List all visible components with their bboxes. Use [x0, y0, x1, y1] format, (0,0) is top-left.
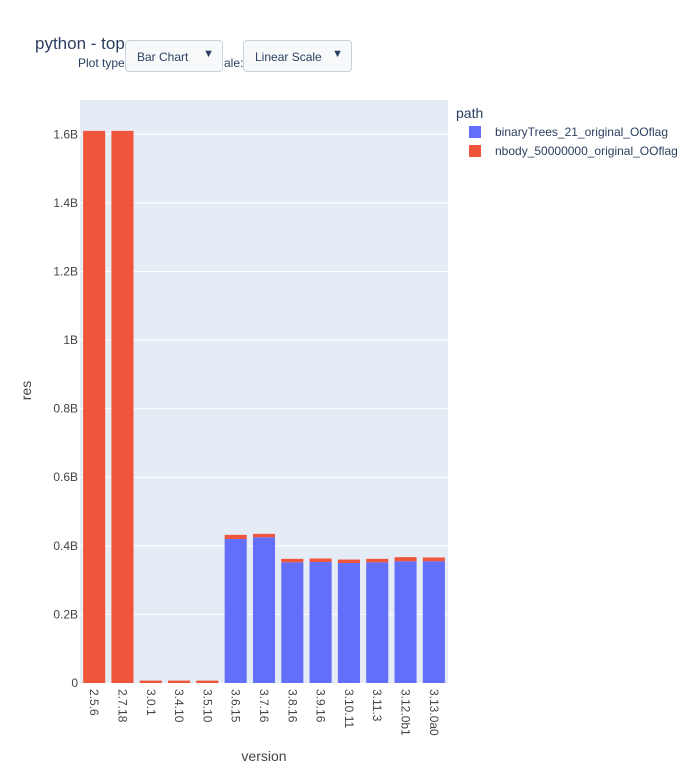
legend: path binaryTrees_21_original_OOflagnbody… — [456, 105, 678, 158]
caret-down-icon: ▼ — [203, 48, 214, 60]
legend-item-label: binaryTrees_21_original_OOflag — [495, 125, 668, 139]
x-tick-label: 2.7.18 — [115, 689, 129, 723]
y-tick-label: 1.6B — [53, 127, 78, 141]
bar-segment — [366, 562, 389, 683]
x-tick-label: 3.11.3 — [370, 689, 384, 722]
y-tick-label: 0 — [71, 676, 78, 690]
scale-label: ale: — [224, 56, 244, 70]
bar-segment — [281, 562, 304, 683]
y-tick-label: 0.2B — [53, 607, 78, 621]
x-tick-label: 3.8.16 — [285, 689, 299, 723]
y-axis-ticks: 0 0.2B 0.4B 0.6B 0.8B 1B 1.2B 1.4B 1.6B — [53, 127, 78, 690]
scale-value: Linear Scale — [255, 50, 322, 64]
bar-segment — [337, 562, 360, 683]
x-tick-label: 3.5.10 — [200, 689, 214, 723]
caret-down-icon: ▼ — [332, 48, 343, 60]
plot-type-label: Plot type — [78, 56, 125, 70]
x-tick-label: 3.13.0a0 — [427, 689, 441, 736]
bar-segment — [337, 559, 360, 563]
x-tick-label: 3.7.16 — [257, 689, 271, 723]
bar-segment — [422, 561, 445, 683]
y-tick-label: 0.4B — [53, 539, 78, 553]
plot-type-dropdown[interactable]: Bar Chart ▼ — [125, 40, 223, 72]
legend-title: path — [456, 105, 483, 121]
bar-segment — [168, 680, 191, 683]
legend-item-label: nbody_50000000_original_OOflag — [495, 144, 678, 158]
bar-segment — [422, 557, 445, 562]
bar-segment — [252, 537, 276, 683]
bar-segment — [309, 561, 332, 683]
bar-segment — [111, 130, 134, 684]
x-tick-label: 3.0.1 — [144, 689, 158, 716]
bar-segment — [252, 533, 276, 538]
x-tick-label: 3.6.15 — [229, 689, 243, 723]
y-tick-label: 0.6B — [53, 470, 78, 484]
bar-segment — [394, 561, 417, 683]
bars — [83, 130, 445, 684]
bar-segment — [139, 680, 162, 683]
bar-segment — [224, 534, 247, 539]
chart-title: python - top — [35, 34, 125, 53]
x-tick-label: 3.4.10 — [172, 689, 186, 723]
bar-segment — [309, 558, 332, 562]
y-axis-title: res — [18, 381, 34, 400]
x-tick-label: 3.10.11 — [342, 689, 356, 728]
legend-swatch — [469, 126, 481, 138]
x-tick-label: 3.9.16 — [314, 689, 328, 723]
x-axis-title: version — [241, 748, 286, 764]
bar-segment — [83, 130, 106, 684]
legend-swatch — [469, 145, 481, 157]
y-tick-label: 1.2B — [53, 264, 78, 278]
x-tick-label: 3.12.0b1 — [399, 689, 413, 736]
bar-segment — [196, 680, 219, 683]
bar-segment — [281, 558, 304, 563]
y-tick-label: 0.8B — [53, 402, 78, 416]
bar-segment — [394, 557, 417, 562]
plot-type-value: Bar Chart — [137, 50, 189, 64]
x-axis-ticks: 2.5.6 2.7.18 3.0.1 3.4.10 3.5.10 3.6.15 3.7.16… — [87, 689, 441, 736]
x-tick-label: 2.5.6 — [87, 689, 101, 716]
scale-dropdown[interactable]: Linear Scale ▼ — [243, 40, 352, 72]
bar-segment — [224, 538, 247, 683]
bar-segment — [366, 558, 389, 563]
y-tick-label: 1.4B — [53, 196, 78, 210]
y-tick-label: 1B — [63, 333, 78, 347]
